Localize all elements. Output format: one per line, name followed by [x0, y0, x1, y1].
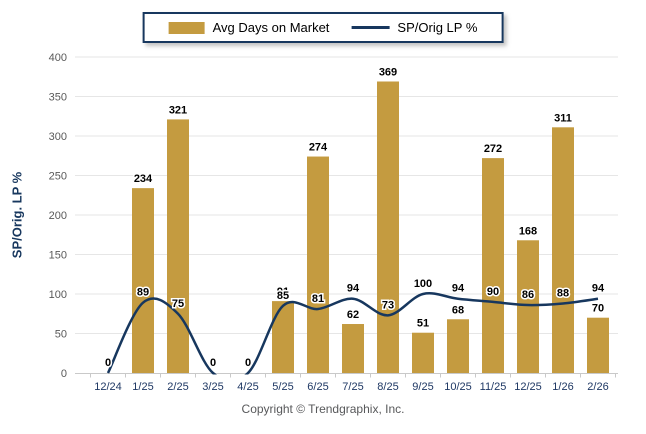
bar-value-label: 51	[417, 318, 429, 330]
line-value-label: 85	[277, 290, 289, 302]
bar	[587, 317, 609, 373]
bar	[272, 301, 294, 373]
bar-value-label: 91	[277, 286, 289, 298]
line-value-label: 94	[347, 283, 360, 295]
x-tick-label: 12/24	[94, 381, 122, 393]
line-value-label: 0	[105, 357, 111, 369]
line-path	[106, 292, 599, 375]
x-tick-label: 8/25	[377, 381, 398, 393]
x-tick-label: 12/25	[514, 381, 542, 393]
y-tick-label: 250	[49, 171, 67, 183]
copyright-text: Copyright © Trendgraphix, Inc.	[241, 402, 405, 416]
x-tick-label: 2/25	[167, 381, 188, 393]
line-value-label: 94	[452, 283, 465, 295]
legend-label-sp-orig: SP/Orig LP %	[397, 20, 478, 35]
y-tick-label: 50	[55, 329, 67, 341]
bar	[377, 81, 399, 374]
bar-value-label: 62	[347, 309, 359, 321]
line-value-label: 81	[312, 293, 324, 305]
x-tick-label: 3/25	[202, 381, 223, 393]
x-tick-label: 10/25	[444, 381, 472, 393]
line-value-label: 86	[522, 289, 534, 301]
y-tick-label: 0	[61, 368, 67, 380]
x-tick-label: 4/25	[237, 381, 258, 393]
y-tick-label: 350	[49, 92, 67, 104]
legend-item-sp-orig: SP/Orig LP %	[351, 20, 477, 35]
bar	[552, 127, 574, 373]
x-tick-label: 2/26	[587, 381, 608, 393]
bar-value-label: 321	[169, 104, 187, 116]
bar-value-label: 274	[309, 142, 328, 154]
line-value-label: 88	[557, 287, 569, 299]
legend-label-avg-days: Avg Days on Market	[212, 20, 330, 35]
y-tick-label: 300	[49, 131, 67, 143]
bar-value-label: 369	[379, 66, 397, 78]
bar-value-label: 168	[519, 225, 537, 237]
line-value-label: 73	[382, 299, 394, 311]
x-tick-label: 1/25	[132, 381, 153, 393]
bar	[482, 158, 504, 373]
legend: Avg Days on Market SP/Orig LP %	[142, 12, 504, 43]
bar-value-label: 70	[592, 303, 604, 315]
x-tick-label: 9/25	[412, 381, 433, 393]
bar-value-label: 311	[554, 112, 572, 124]
y-tick-label: 400	[49, 52, 67, 64]
line-value-label: 89	[137, 287, 149, 299]
line-value-label: 90	[487, 286, 499, 298]
bar	[132, 188, 154, 373]
x-tick-label: 1/26	[552, 381, 573, 393]
bar-value-label: 234	[134, 173, 153, 185]
line-value-label: 0	[210, 357, 216, 369]
line-value-label: 75	[172, 298, 184, 310]
bar-swatch-icon	[168, 21, 205, 34]
legend-item-avg-days: Avg Days on Market	[168, 20, 330, 35]
y-tick-label: 100	[49, 289, 67, 301]
bar-value-label: 272	[484, 143, 502, 155]
bar-value-label: 68	[452, 304, 464, 316]
bar	[342, 324, 364, 373]
y-axis-title: SP/Orig. LP %	[9, 171, 25, 259]
line-value-label: 0	[245, 357, 251, 369]
y-tick-label: 200	[49, 210, 67, 222]
bar	[307, 156, 329, 373]
x-tick-label: 6/25	[307, 381, 328, 393]
bar	[517, 240, 539, 373]
x-tick-label: 11/25	[480, 381, 507, 393]
y-tick-label: 150	[49, 250, 67, 262]
bar	[167, 119, 189, 373]
x-tick-label: 5/25	[272, 381, 293, 393]
line-value-label: 100	[414, 278, 432, 290]
bar	[412, 332, 434, 373]
x-tick-label: 7/25	[342, 381, 363, 393]
bar	[447, 319, 469, 373]
line-value-label: 94	[592, 283, 605, 295]
line-swatch-icon	[351, 26, 390, 29]
